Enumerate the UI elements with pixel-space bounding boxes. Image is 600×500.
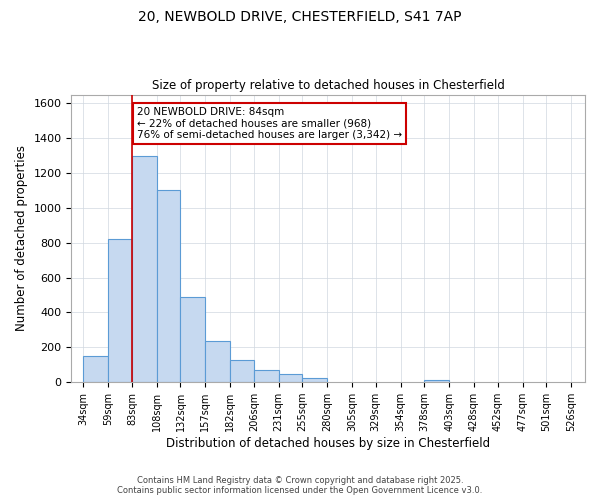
Title: Size of property relative to detached houses in Chesterfield: Size of property relative to detached ho…: [152, 79, 505, 92]
Bar: [181, 297, 205, 382]
Bar: [254, 370, 278, 382]
Bar: [302, 378, 327, 382]
Bar: [108, 240, 132, 382]
Bar: [132, 156, 157, 382]
Bar: [157, 190, 181, 382]
Bar: [83, 356, 108, 382]
Bar: [424, 380, 449, 382]
Y-axis label: Number of detached properties: Number of detached properties: [15, 146, 28, 332]
Text: Contains HM Land Registry data © Crown copyright and database right 2025.
Contai: Contains HM Land Registry data © Crown c…: [118, 476, 482, 495]
Text: 20, NEWBOLD DRIVE, CHESTERFIELD, S41 7AP: 20, NEWBOLD DRIVE, CHESTERFIELD, S41 7AP: [138, 10, 462, 24]
Bar: [230, 360, 254, 382]
Bar: [278, 374, 302, 382]
Text: 20 NEWBOLD DRIVE: 84sqm
← 22% of detached houses are smaller (968)
76% of semi-d: 20 NEWBOLD DRIVE: 84sqm ← 22% of detache…: [137, 107, 402, 140]
X-axis label: Distribution of detached houses by size in Chesterfield: Distribution of detached houses by size …: [166, 437, 490, 450]
Bar: [205, 342, 230, 382]
